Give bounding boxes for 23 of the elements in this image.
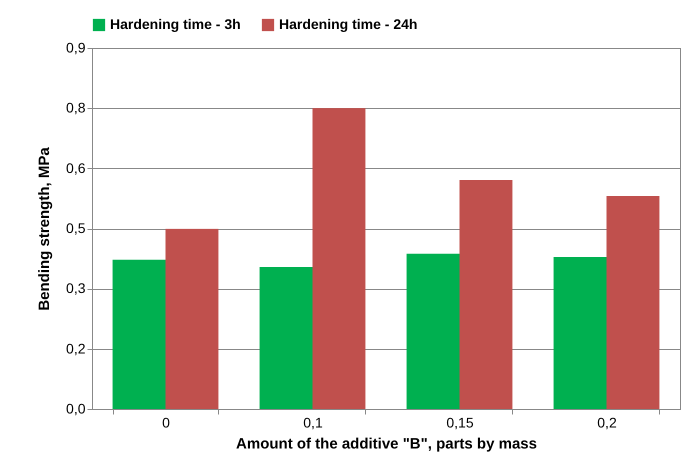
bar xyxy=(406,254,460,409)
y-tick-label: 0,3 xyxy=(66,280,86,296)
bar xyxy=(606,196,660,409)
x-tick-label: 0,1 xyxy=(303,414,323,430)
bar xyxy=(260,267,312,409)
y-axis-title: Bending strength, MPa xyxy=(36,146,54,311)
bar xyxy=(460,180,512,409)
legend-label: Hardening time - 3h xyxy=(110,16,241,32)
y-tick-label: 0,0 xyxy=(66,400,86,416)
y-tick-label: 0,2 xyxy=(66,340,86,356)
y-tick-label: 0,6 xyxy=(66,160,86,176)
legend-label: Hardening time - 24h xyxy=(279,16,418,32)
bar xyxy=(554,256,606,409)
bar xyxy=(112,260,166,409)
x-tick-label: 0,15 xyxy=(446,414,474,430)
x-tick-label: 0,2 xyxy=(597,414,617,430)
bar xyxy=(312,108,366,409)
bar xyxy=(166,228,218,409)
y-tick-label: 0,8 xyxy=(66,100,86,116)
y-tick-label: 0,5 xyxy=(66,220,86,236)
x-tick-label: 0 xyxy=(162,414,170,430)
y-tick-label: 0,9 xyxy=(66,40,86,56)
x-axis-title: Amount of the additive "B", parts by mass xyxy=(236,436,537,452)
